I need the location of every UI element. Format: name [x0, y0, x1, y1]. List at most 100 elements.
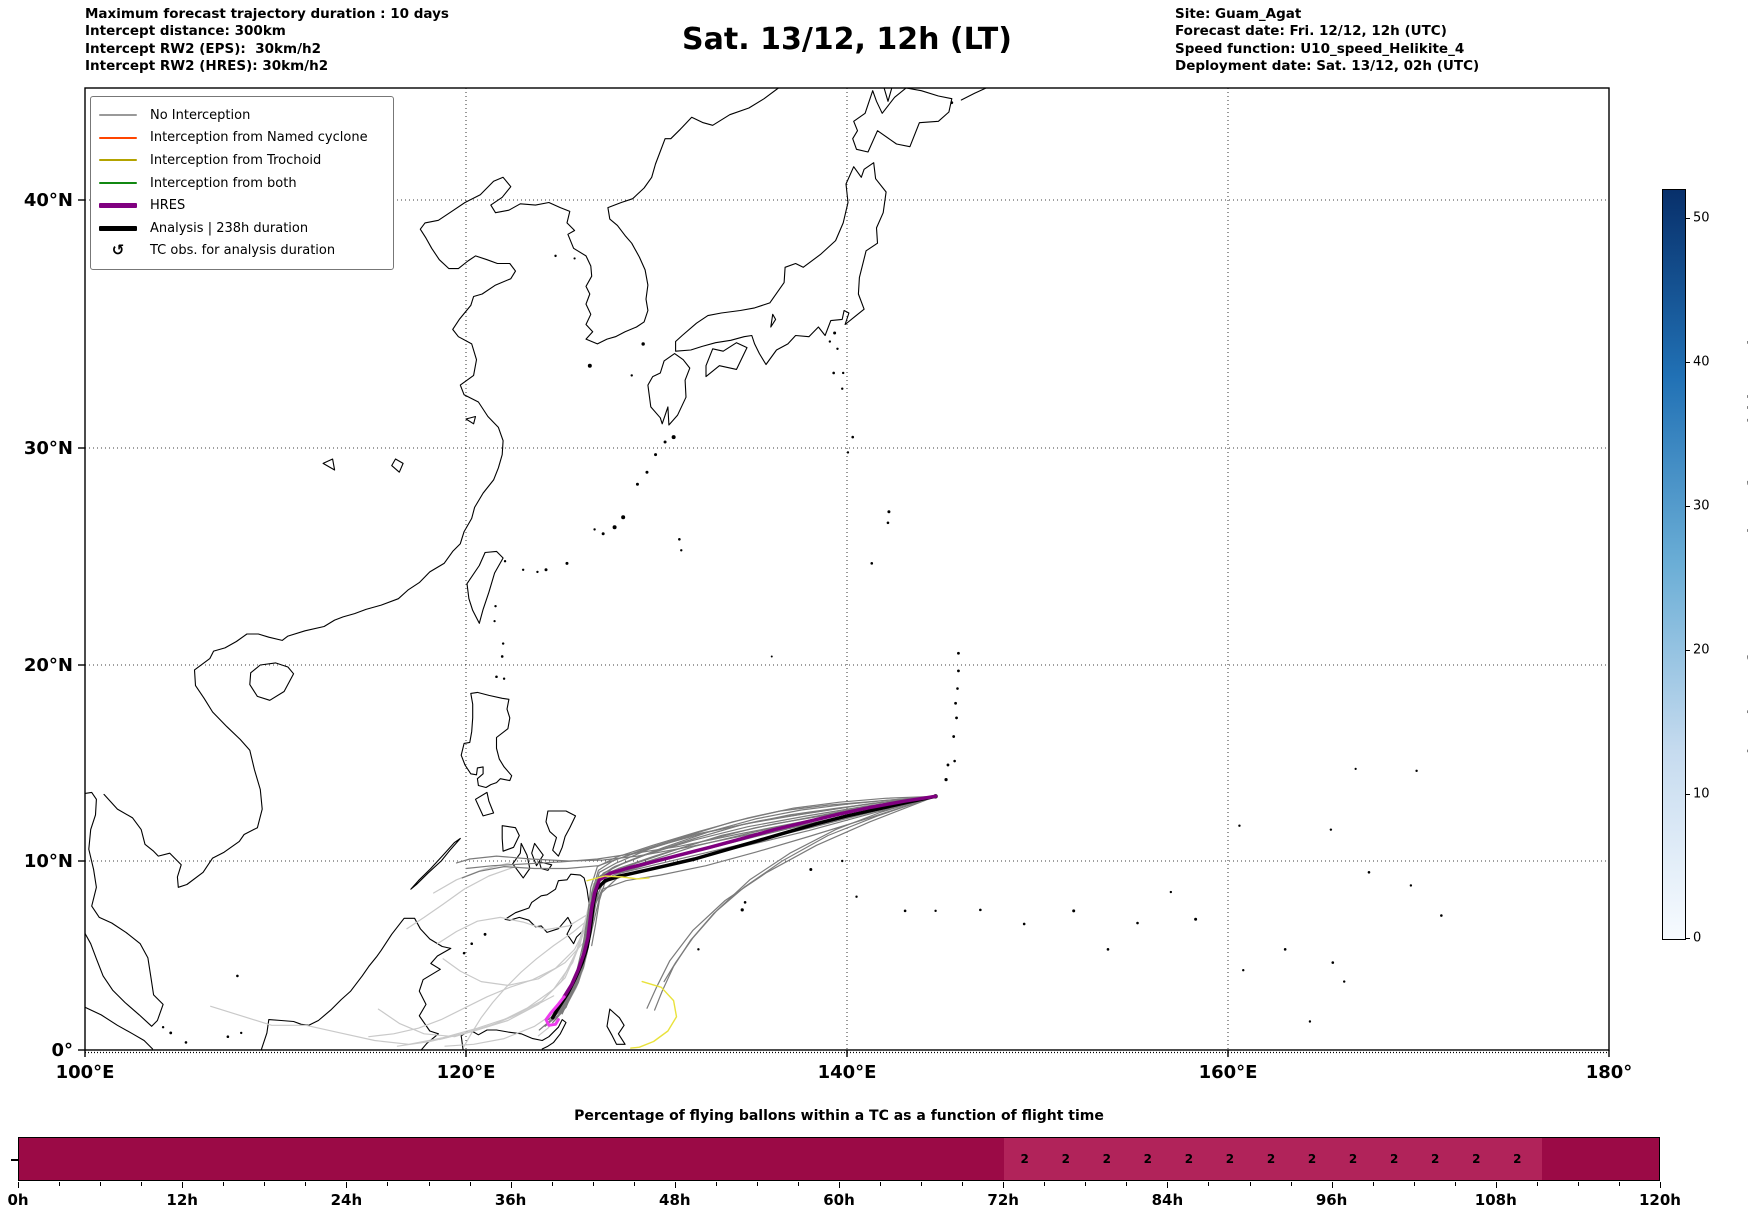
island-dot — [832, 371, 835, 375]
bar-minor-tick — [1085, 1182, 1087, 1186]
eps-member-light — [368, 924, 588, 1038]
map-layers — [85, 88, 1609, 1050]
island-dot — [957, 669, 960, 673]
island-dot — [743, 901, 747, 904]
island-dot — [544, 568, 548, 572]
eps-member-light — [377, 995, 555, 1038]
tc-count-label: 2 — [1431, 1152, 1440, 1166]
island-dot — [841, 371, 845, 375]
xtick-label-140: 140°E — [818, 1062, 877, 1083]
ytick-label-30: 30°N — [24, 438, 73, 459]
island-dot — [1354, 767, 1357, 770]
island-dot — [1331, 961, 1335, 964]
island-dot — [886, 521, 890, 525]
island-dot — [770, 655, 773, 658]
eps-member-dark — [552, 795, 937, 1024]
xtick-label-100: 100°E — [56, 1062, 115, 1083]
param-intercept-distance: Intercept distance: 300km — [85, 23, 286, 40]
island-dot — [1022, 922, 1026, 926]
eps-member-light — [444, 1007, 562, 1047]
eps-member-dark — [554, 795, 937, 1013]
colorbar-tick — [1685, 938, 1690, 939]
tc-count-label: 2 — [1348, 1152, 1358, 1166]
island-dot — [494, 604, 497, 608]
colorbar-tick — [1685, 361, 1690, 363]
ytick-label-10: 10°N — [24, 851, 73, 872]
eps-member-light — [438, 882, 595, 1041]
island-dot — [1072, 909, 1076, 913]
coastline-halmahera — [606, 1008, 626, 1045]
island-dot — [1169, 890, 1173, 894]
balloon-bar-title: Percentage of flying ballons within a TC… — [574, 1108, 1104, 1124]
bar-major-tick — [839, 1182, 840, 1188]
eps-member-dark — [646, 795, 937, 1009]
bar-minor-tick — [1577, 1182, 1579, 1186]
island-dot — [903, 909, 907, 913]
island-dot — [169, 1031, 173, 1035]
bar-minor-tick — [633, 1182, 635, 1186]
eps-member-dark — [565, 795, 937, 1008]
bar-minor-tick — [264, 1182, 266, 1186]
legend-item: Interception from Named cyclone — [99, 127, 385, 150]
bar-minor-tick — [921, 1182, 923, 1186]
island-dot — [645, 470, 649, 474]
colorbar-tick-label: 10 — [1693, 786, 1710, 802]
colorbar-tick-label: 30 — [1693, 498, 1710, 514]
island-dot — [501, 642, 505, 645]
bar-major-tick — [1495, 1182, 1497, 1188]
eps-member-dark — [547, 795, 937, 1021]
island-dot — [1242, 969, 1245, 972]
island-dot — [554, 254, 557, 258]
balloon-bar-highlight-segment: 2 2 2 2 2 2 2 2 2 2 2 2 2 — [1004, 1138, 1542, 1180]
island-dot — [1308, 1020, 1312, 1023]
island-dot — [934, 909, 937, 913]
coastline-gulf-thailand-malay — [85, 791, 164, 1027]
tc-count-label: 2 — [1266, 1152, 1276, 1166]
bar-minor-tick — [592, 1182, 594, 1186]
legend-item-label: Interception from Trochoid — [150, 152, 322, 168]
island-dot — [587, 363, 592, 368]
page-title: Sat. 13/12, 12h (LT) — [682, 22, 1012, 57]
bar-tick-label: 36h — [494, 1191, 527, 1209]
tc-count-label: 2 — [1184, 1152, 1194, 1166]
bar-minor-tick — [59, 1182, 61, 1186]
island-dot — [952, 735, 956, 738]
colorbar-tick — [1685, 793, 1690, 795]
bar-tick-label: 12h — [166, 1191, 198, 1209]
balloon-bar-plot: 2 2 2 2 2 2 2 2 2 2 2 2 2 — [18, 1137, 1660, 1181]
coastline-sakhalin-tip — [883, 88, 893, 102]
bar-minor-tick — [715, 1182, 717, 1186]
island-dot — [671, 435, 676, 440]
bar-minor-tick — [1126, 1182, 1128, 1186]
coastline-negros — [512, 842, 531, 879]
xtick-label-160: 160°E — [1199, 1062, 1258, 1083]
island-dot — [495, 675, 498, 679]
coastline-samar-leyte — [545, 810, 577, 857]
island-dot — [641, 342, 645, 346]
site-info-block: Site: Guam_Agat Forecast date: Fri. 12/1… — [1175, 6, 1479, 76]
eps-member-light — [463, 916, 592, 1047]
island-dot — [565, 561, 569, 565]
coastline-palawan — [410, 837, 461, 890]
island-dot — [870, 562, 874, 565]
bar-minor-tick — [305, 1182, 307, 1186]
tc-count-label: 2 — [1102, 1152, 1111, 1166]
island-dot — [944, 778, 948, 782]
tc-count-label: 2 — [1389, 1152, 1399, 1166]
bar-minor-tick — [962, 1182, 964, 1186]
bar-major-tick — [1331, 1182, 1333, 1188]
xtick-label-180: 180° — [1586, 1062, 1633, 1083]
bar-tick-label: 0h — [7, 1191, 29, 1209]
bar-minor-tick — [1290, 1182, 1292, 1186]
bar-minor-tick — [797, 1182, 799, 1186]
island-dot — [240, 1031, 243, 1035]
island-dot — [184, 1041, 188, 1044]
island-dot — [1106, 948, 1110, 951]
coastline-sulawesi-north — [460, 1019, 567, 1050]
coastline-lake-biwa — [770, 313, 777, 328]
island-dot — [654, 453, 658, 457]
island-dot — [740, 908, 744, 912]
island-dot — [841, 387, 844, 390]
colorbar-tick — [1685, 649, 1690, 651]
